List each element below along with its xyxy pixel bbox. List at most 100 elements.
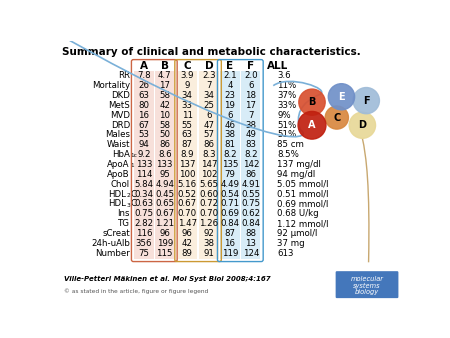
Text: 19: 19 [225,101,235,110]
Circle shape [298,112,326,139]
Text: 2.1: 2.1 [223,71,237,80]
Text: 34: 34 [182,91,193,100]
Text: 0.70: 0.70 [199,209,219,218]
Text: 137: 137 [179,160,195,169]
Text: MVD: MVD [110,111,130,120]
Text: 3.9: 3.9 [180,71,194,80]
Text: 7: 7 [206,81,211,90]
Text: 0.34: 0.34 [134,190,153,199]
Text: 63: 63 [138,91,149,100]
Text: 38: 38 [245,121,256,129]
Text: sCreat: sCreat [102,229,130,238]
Text: 86: 86 [203,140,215,149]
Text: 25: 25 [203,101,215,110]
Text: C: C [333,113,341,123]
Text: Waist: Waist [106,140,130,149]
Text: F: F [247,61,254,71]
Text: 91: 91 [203,249,214,258]
Text: 34: 34 [203,91,215,100]
Text: 5.16: 5.16 [178,180,197,189]
Text: 86: 86 [245,170,256,179]
Text: 87: 87 [225,229,235,238]
Text: RR: RR [118,71,130,80]
Text: 6: 6 [227,111,233,120]
Text: 47: 47 [203,121,215,129]
Text: 1.26: 1.26 [199,219,219,228]
Circle shape [349,112,376,138]
Text: 33: 33 [182,101,193,110]
Text: C: C [184,61,191,71]
Text: DKD: DKD [111,91,130,100]
Text: 4.7: 4.7 [158,71,171,80]
Text: Mortality: Mortality [92,81,130,90]
Text: F: F [363,96,369,105]
Text: 0.75: 0.75 [241,199,261,209]
Text: 3.6: 3.6 [277,71,291,80]
Text: 51%: 51% [277,121,297,129]
Text: 0.62: 0.62 [241,209,261,218]
Text: 3: 3 [126,202,130,208]
Text: 37%: 37% [277,91,297,100]
Text: 95: 95 [159,170,170,179]
Text: 133: 133 [135,160,152,169]
Text: D: D [205,61,213,71]
Text: 115: 115 [157,249,173,258]
Text: 1.12 mmol/l: 1.12 mmol/l [277,219,328,228]
Text: 16: 16 [138,111,149,120]
Text: 7: 7 [248,111,253,120]
Text: 1.47: 1.47 [178,219,197,228]
Text: 0.84: 0.84 [241,219,261,228]
Text: 0.51 mmol/l: 0.51 mmol/l [277,190,328,199]
Text: 100: 100 [179,170,195,179]
Text: ApoA: ApoA [108,160,130,169]
Text: 0.54: 0.54 [220,190,239,199]
Text: 58: 58 [159,121,170,129]
Text: 9.2: 9.2 [137,150,151,159]
Text: 51%: 51% [277,130,297,140]
Text: 6: 6 [206,111,211,120]
Bar [178,71,197,259]
Text: 0.71: 0.71 [220,199,239,209]
Text: 37 mg: 37 mg [277,239,305,248]
Text: 4.49: 4.49 [220,180,239,189]
Text: Summary of clinical and metabolic characteristics.: Summary of clinical and metabolic charac… [62,47,360,57]
Text: 49: 49 [245,130,256,140]
Text: 11%: 11% [277,81,297,90]
Text: © as stated in the article, figure or figure legend: © as stated in the article, figure or fi… [64,288,208,294]
Bar [241,71,261,259]
Text: 102: 102 [201,170,217,179]
Text: 57: 57 [203,130,215,140]
Text: ApoB: ApoB [107,170,130,179]
Text: TG: TG [118,219,130,228]
Text: 124: 124 [243,249,259,258]
Text: 0.45: 0.45 [155,190,174,199]
Text: 8.9: 8.9 [180,150,194,159]
Text: 38: 38 [225,130,235,140]
Text: 92: 92 [203,229,214,238]
Text: 137 mg/dl: 137 mg/dl [277,160,321,169]
Text: 46: 46 [225,121,235,129]
Text: 0.69: 0.69 [220,209,239,218]
Text: 96: 96 [159,229,170,238]
Text: 23: 23 [225,91,235,100]
Text: 0.63: 0.63 [134,199,153,209]
Text: 89: 89 [182,249,193,258]
Text: 13: 13 [245,239,256,248]
Text: 116: 116 [135,229,152,238]
Text: 0.68 U/kg: 0.68 U/kg [277,209,319,218]
Text: HbA: HbA [112,150,130,159]
Text: 613: 613 [277,249,293,258]
Text: 42: 42 [182,239,193,248]
Text: 87: 87 [182,140,193,149]
Text: 5.05 mmol/l: 5.05 mmol/l [277,180,328,189]
Text: 2.3: 2.3 [202,71,216,80]
Text: 0.67: 0.67 [178,199,197,209]
Text: 199: 199 [157,239,173,248]
Text: 24h-uAlb: 24h-uAlb [91,239,130,248]
Bar [134,71,153,259]
Text: 0.72: 0.72 [199,199,219,209]
Text: 2.0: 2.0 [244,71,257,80]
Text: 33%: 33% [277,101,297,110]
Text: 75: 75 [138,249,149,258]
Circle shape [353,88,379,114]
